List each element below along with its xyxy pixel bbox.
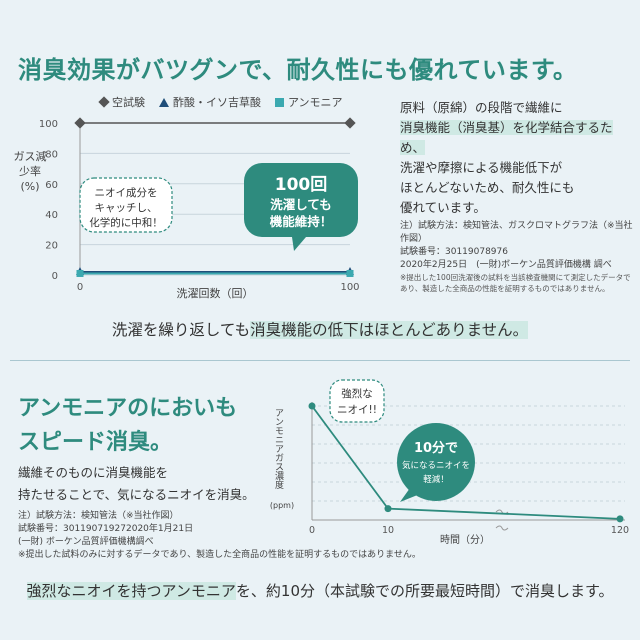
chart1-svg: 0 20 40 60 80 100 0 100 ガス減 少率 (%) 洗濯回数（回） ニオイ成… [14, 117, 360, 300]
callout-circle-tail [400, 488, 420, 502]
body2-line2: 持たせることで、気になるニオイを消臭。 [18, 487, 255, 502]
chart1-ytick-label: 80 [45, 149, 58, 160]
desc-line-1: 原料（原綿）の段階で繊維に [400, 100, 563, 115]
chart2-point [308, 402, 316, 410]
section1-caption: 洗濯を繰り返しても消臭機能の低下はほとんどありません。 [0, 318, 640, 340]
callout-top-line2: ニオイ!! [337, 404, 377, 416]
callout-right-line3: 機能維持！ [270, 214, 333, 229]
chart1-ytick-label: 20 [45, 241, 58, 252]
chart1-xlabel: 洗濯回数（回） [177, 287, 254, 300]
section2-caption: 強烈なニオイを持つアンモニアを、約10分（本試験での所要最短時間）で消臭します。 [0, 580, 640, 601]
note1-disclaimer: ※提出した100回洗濯後の試料を当該検査機関にて測定したデータであり、製造した全… [400, 273, 631, 293]
chart2-point [384, 505, 392, 513]
chart2-ylabel-unit: (ppm) [270, 501, 294, 510]
chart1-plot: 0 20 40 60 80 100 0 100 [39, 117, 360, 293]
chart1-xtick-label: 0 [77, 282, 83, 293]
section2-title-line1: アンモニアのにおいも [18, 396, 238, 421]
callout-circle-line2: 気になるニオイを [402, 460, 470, 471]
caption1-highlight: 消臭機能の低下はほとんどありません。 [250, 321, 529, 339]
chart1-ytick-label: 40 [45, 210, 58, 221]
caption2-highlight: 強烈なニオイを持つアンモニア [26, 582, 236, 600]
note1-date: 2020年2月25日 (一財)ボーケン品質評価機構 調べ [400, 260, 612, 270]
callout-left-line3: 化学的に中和！ [89, 216, 163, 229]
section2-title-line2: スピード消臭。 [18, 430, 173, 455]
note1-number: 試験番号：30119078976 [400, 247, 508, 257]
note1-method: 注）試験方法：検知管法、ガスクロマトグラフ法（※当社作図） [400, 221, 633, 244]
callout-circle-line3: 軽減！ [423, 474, 449, 485]
desc-line-5: 優れています。 [400, 200, 486, 215]
section1-notes: 注）試験方法：検知管法、ガスクロマトグラフ法（※当社作図） 試験番号：30119… [400, 220, 635, 294]
callout-circle [397, 423, 475, 501]
section-divider [10, 360, 630, 361]
chart1-ylabel-1: ガス減 [14, 149, 47, 163]
chart1-ylabel-3: (%) [20, 180, 39, 193]
chart2-ylabel: アンモニアガス濃度 [273, 408, 284, 490]
body2-line1: 繊維そのものに消臭機能を [18, 465, 169, 480]
chart1-point-diamond [344, 117, 356, 129]
chart1-point-square [76, 269, 84, 277]
triangle-marker-icon [159, 97, 169, 107]
callout-left-line2: キャッチし、 [95, 202, 158, 214]
callout-top-line1: 強烈な [341, 387, 373, 400]
legend-label-blank: 空試験 [112, 96, 145, 109]
callout-left-line1: ニオイ成分を [95, 187, 158, 199]
desc-line-2: 消臭機能（消臭基）を化学結合するため、 [400, 118, 625, 158]
section1-description: 原料（原綿）の段階で繊維に 消臭機能（消臭基）を化学結合するため、 洗濯や摩擦に… [400, 98, 625, 218]
legend-label-acetic: 酢酸・イソ吉草酸 [173, 96, 261, 109]
chart1-ylabel-2: 少率 [19, 164, 41, 178]
note2-number: 試験番号：301190719272020年1月21日 [18, 524, 194, 534]
callout-top-box [329, 379, 385, 423]
desc-line-2-text: 消臭機能（消臭基）を化学結合するため、 [400, 120, 613, 155]
square-marker-icon [275, 97, 284, 107]
section2-notes: 注）試験方法：検知管法（※当社作図） 試験番号：301190719272020年… [18, 510, 438, 562]
chart1-point-diamond [74, 117, 86, 129]
callout-right-line2: 洗濯しても [270, 197, 332, 212]
callout-circle-line1: 10分で [414, 440, 458, 456]
chart2-xtick-label: 10 [382, 525, 394, 536]
section2-title: アンモニアのにおいも スピード消臭。 [18, 392, 237, 460]
chart1-xtick-label: 100 [340, 282, 359, 293]
callout-right-line1: 100回 [275, 175, 328, 195]
section2-body: 繊維そのものに消臭機能を 持たせることで、気になるニオイを消臭。 [18, 462, 255, 506]
desc-line-4: ほとんどないため、耐久性にも [400, 180, 575, 195]
caption2-post: を、約10分（本試験での所要最短時間）で消臭します。 [235, 582, 614, 600]
note2-method: 注）試験方法：検知管法（※当社作図） [18, 511, 179, 521]
legend-item-ammonia: アンモニア [275, 94, 343, 110]
chart1-ytick-label: 100 [39, 119, 58, 130]
chart1-legend: 空試験 酢酸・イソ吉草酸 アンモニア [98, 94, 343, 110]
chart2-xlabel: 時間（分） [440, 534, 490, 546]
chart2-point [616, 515, 624, 523]
chart2-xtick-label: 120 [611, 525, 629, 536]
chart2-plot: 0 10 120 [308, 402, 629, 536]
caption1-pre: 洗濯を繰り返しても [111, 321, 251, 339]
desc-line-3: 洗濯や摩擦による機能低下が [400, 160, 563, 175]
chart1-point-square [346, 269, 354, 277]
section1-title: 消臭効果がバツグンで、耐久性にも優れています。 [18, 56, 578, 84]
chart2-xtick-label: 0 [309, 525, 315, 536]
chart1-ytick-label: 60 [45, 180, 58, 191]
chart2-svg: 0 10 120 アンモニアガス濃度 (ppm) 時間（分） 強烈な ニオイ!! 1… [270, 379, 629, 546]
legend-label-ammonia: アンモニア [288, 96, 343, 109]
chart1-ytick-label: 0 [52, 271, 58, 282]
legend-item-acetic: 酢酸・イソ吉草酸 [159, 94, 261, 110]
legend-item-blank: 空試験 [98, 94, 145, 110]
note2-disclaimer: ※提出した試料のみに対するデータであり、製造した全商品の性能を証明するものではあ… [18, 550, 421, 560]
note2-org: (一財) ボーケン品質評価機構調べ [18, 537, 154, 547]
callout-left-box [79, 177, 173, 233]
callout-right-box [244, 163, 358, 251]
